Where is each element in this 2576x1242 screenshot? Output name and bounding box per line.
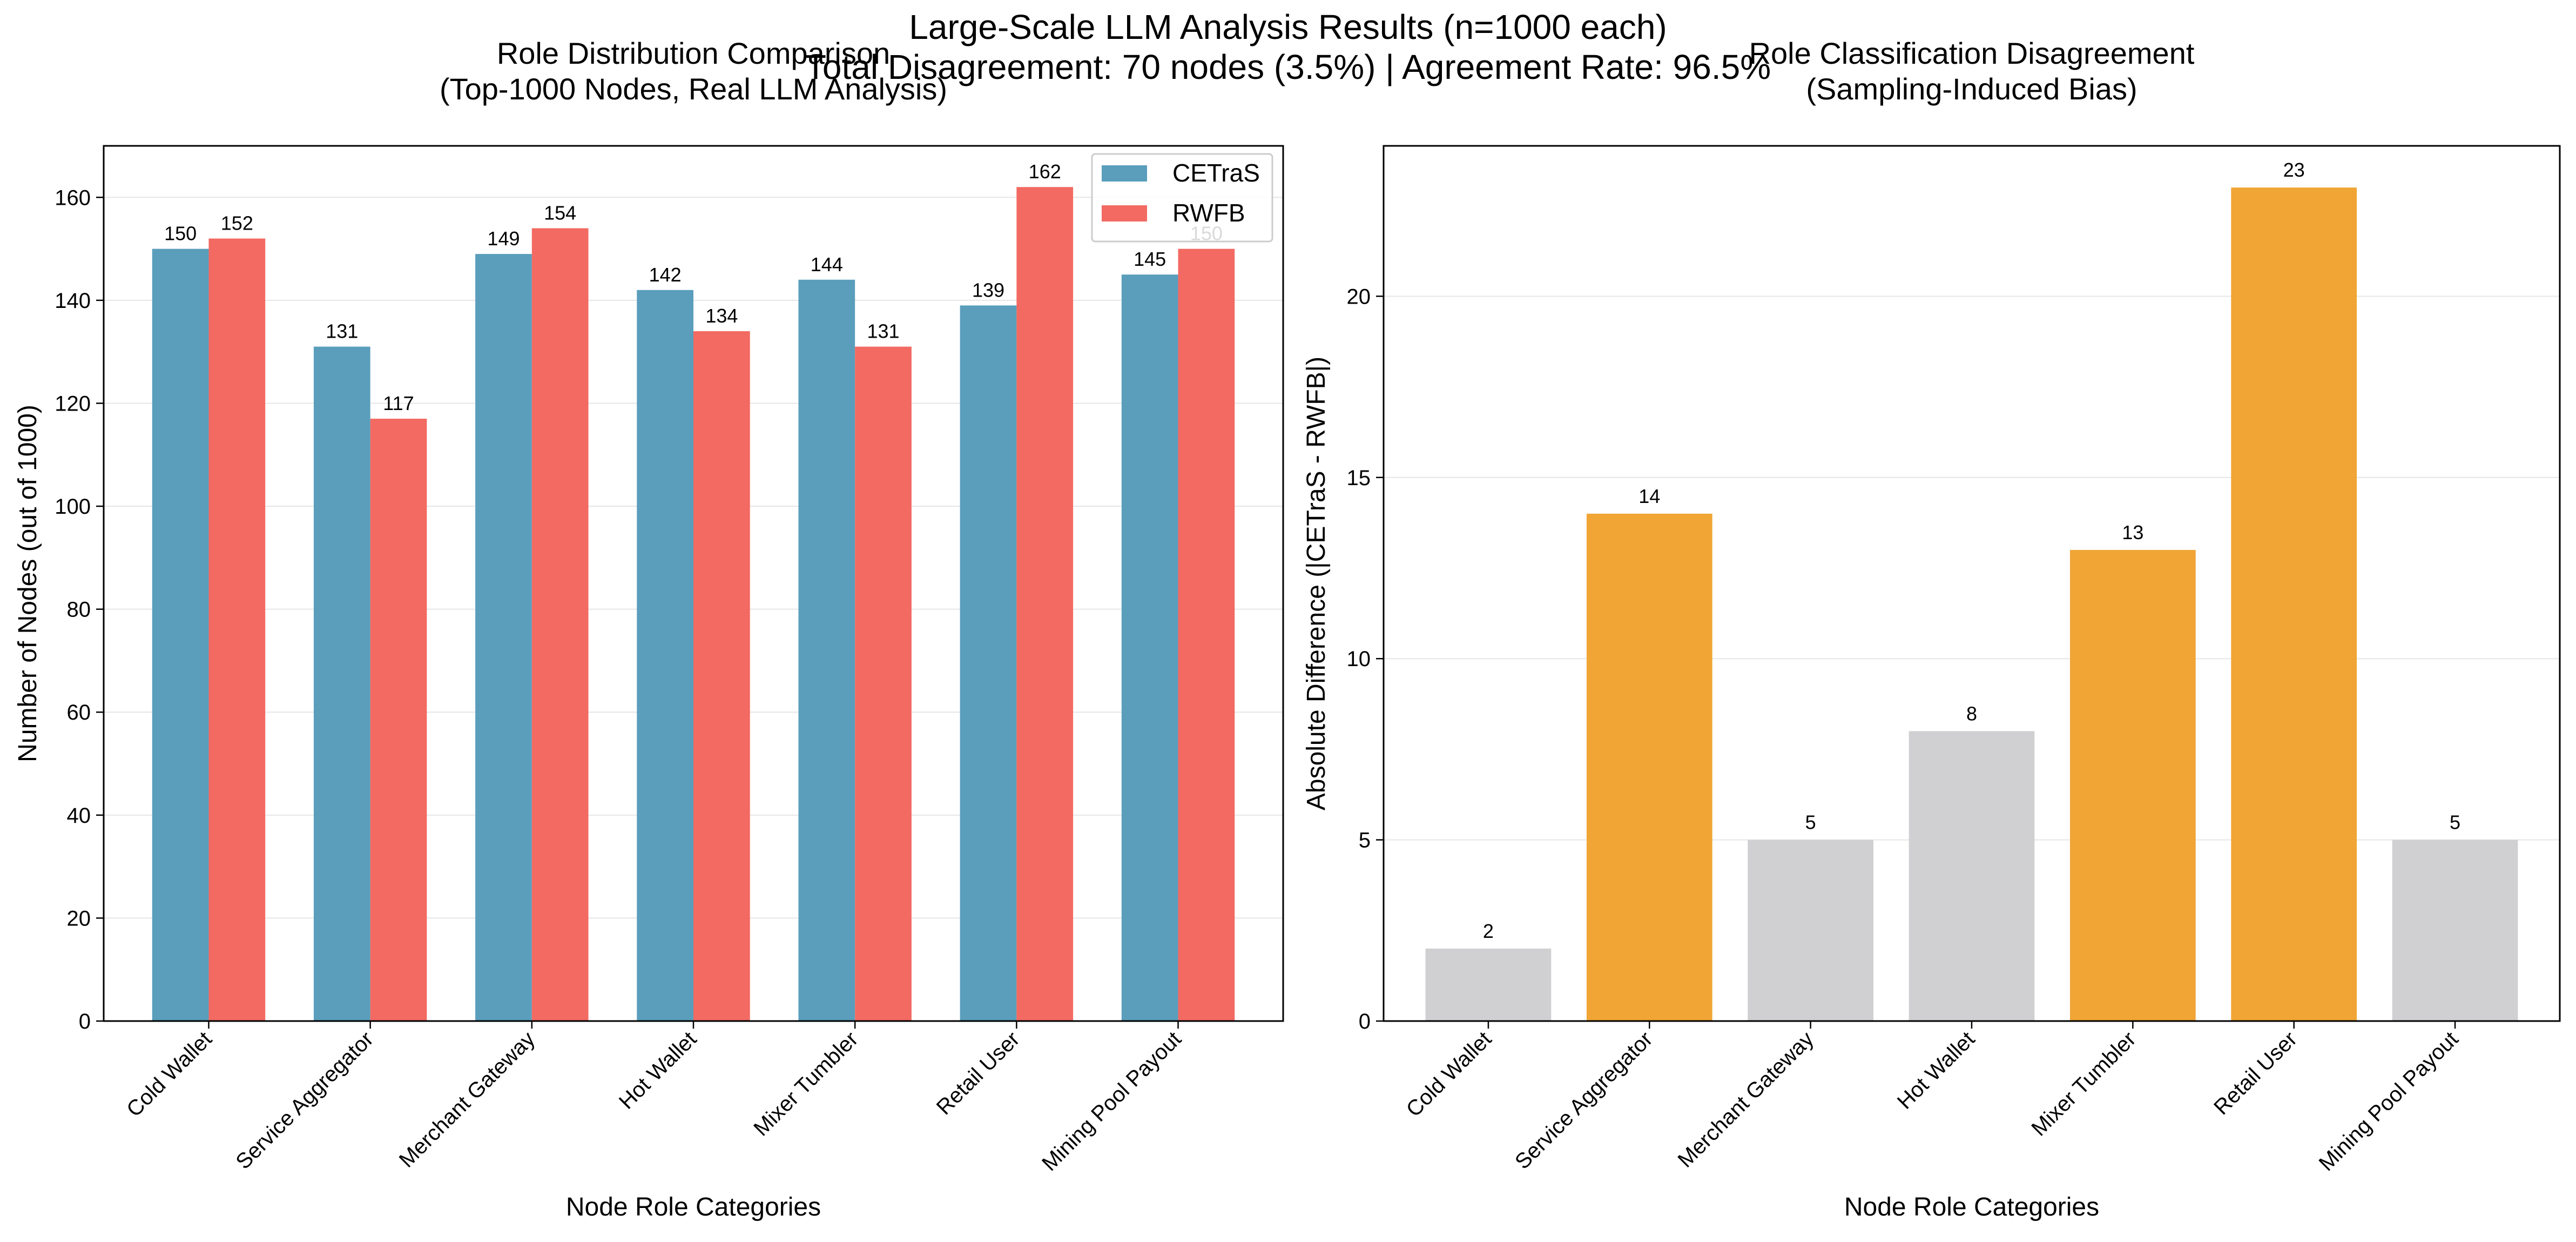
bar-rwfb-retail-user [1016,187,1074,1021]
data-label-cetras-merchant-gateway: 149 [487,227,520,250]
left-chart-ylabel: Number of Nodes (out of 1000) [14,405,42,762]
left-chart-ytick-label: 100 [55,495,91,519]
legend-swatch-rwfb [1102,205,1147,221]
figure-suptitle-line2: Total Disagreement: 70 nodes (3.5%) | Ag… [805,48,1771,86]
bar-difference-retail-user [2231,187,2357,1022]
bar-rwfb-mining-pool-payout [1178,249,1235,1021]
left-chart-ytick-label: 0 [79,1010,91,1033]
data-label-cetras-retail-user: 139 [972,279,1004,301]
right-chart-ytick-label: 0 [1359,1010,1371,1033]
left-chart-ytick-label: 60 [67,701,91,724]
left-chart-ytick-label: 80 [67,598,91,622]
data-label-difference-cold-wallet: 2 [1483,920,1494,942]
bar-difference-mining-pool-payout [2392,840,2518,1021]
figure-suptitle-line1: Large-Scale LLM Analysis Results (n=1000… [909,8,1667,46]
left-chart-legend: CETraS RWFB [1091,153,1273,243]
data-label-difference-merchant-gateway: 5 [1805,811,1816,834]
left-chart-ytick-label: 120 [55,392,91,415]
data-label-rwfb-retail-user: 162 [1029,160,1061,183]
data-label-difference-mining-pool-payout: 5 [2450,811,2460,834]
data-label-rwfb-merchant-gateway: 154 [544,202,576,224]
bar-rwfb-merchant-gateway [531,228,589,1021]
data-label-rwfb-mixer-tumbler: 131 [867,320,899,343]
data-label-difference-service-aggregator: 14 [1638,485,1660,507]
bar-difference-merchant-gateway [1748,840,1874,1021]
bar-cetras-retail-user [960,305,1017,1021]
bar-cetras-mixer-tumbler [798,279,855,1022]
bar-rwfb-cold-wallet [208,238,266,1021]
left-chart-ytick-label: 140 [55,289,91,313]
bar-difference-hot-wallet [1909,731,2035,1021]
data-label-difference-mixer-tumbler: 13 [2122,521,2143,543]
right-chart-xlabel: Node Role Categories [1844,1193,2099,1221]
data-label-cetras-hot-wallet: 142 [649,264,682,286]
right-chart-ylabel: Absolute Difference (|CETraS - RWFB|) [1302,357,1331,810]
right-chart-ytick-label: 15 [1347,466,1371,490]
data-label-difference-retail-user: 23 [2283,159,2305,181]
data-label-difference-hot-wallet: 8 [1966,702,1977,724]
bar-difference-mixer-tumbler [2069,549,2196,1021]
data-label-rwfb-hot-wallet: 134 [705,305,738,327]
bar-difference-service-aggregator [1586,513,1712,1021]
left-chart-plot-area: 0 20 40 60 80 100 120 140 160 150 152 131 117 149 154 1… [55,145,1284,1176]
left-chart-xlabel: Node Role Categories [566,1193,821,1221]
data-label-cetras-mining-pool-payout: 145 [1134,248,1166,270]
left-chart-title-line2: (Top-1000 Nodes, Real LLM Analysis) [440,72,947,106]
right-chart-ytick-label: 5 [1359,829,1371,852]
bar-difference-cold-wallet [1425,948,1552,1021]
right-chart-ytick-label: 20 [1347,285,1371,308]
bar-cetras-cold-wallet [152,249,209,1021]
right-chart-ytick-label: 10 [1347,647,1371,671]
data-label-cetras-service-aggregator: 131 [326,320,358,343]
right-chart-title-line2: (Sampling-Induced Bias) [1806,72,2137,106]
bar-rwfb-service-aggregator [370,419,427,1021]
bar-cetras-hot-wallet [637,290,693,1022]
data-label-cetras-mixer-tumbler: 144 [811,253,843,276]
left-chart-ytick-label: 160 [55,186,91,210]
right-chart-title-line1: Role Classification Disagreement [1749,36,2195,70]
bar-cetras-service-aggregator [313,346,370,1022]
data-label-rwfb-cold-wallet: 152 [221,212,253,234]
bar-rwfb-mixer-tumbler [855,346,912,1022]
bar-cetras-mining-pool-payout [1121,274,1178,1021]
bar-rwfb-hot-wallet [693,331,750,1021]
data-label-cetras-cold-wallet: 150 [164,223,197,245]
legend-swatch-cetras [1102,165,1147,182]
left-chart-title-line1: Role Distribution Comparison [497,36,890,70]
left-chart-ytick-label: 40 [67,804,91,828]
legend-label-cetras: CETraS [1172,159,1260,187]
legend-label-rwfb: RWFB [1172,199,1245,227]
left-chart-ytick-label: 20 [67,907,91,930]
bar-cetras-merchant-gateway [475,254,532,1021]
data-label-rwfb-service-aggregator: 117 [383,392,414,414]
